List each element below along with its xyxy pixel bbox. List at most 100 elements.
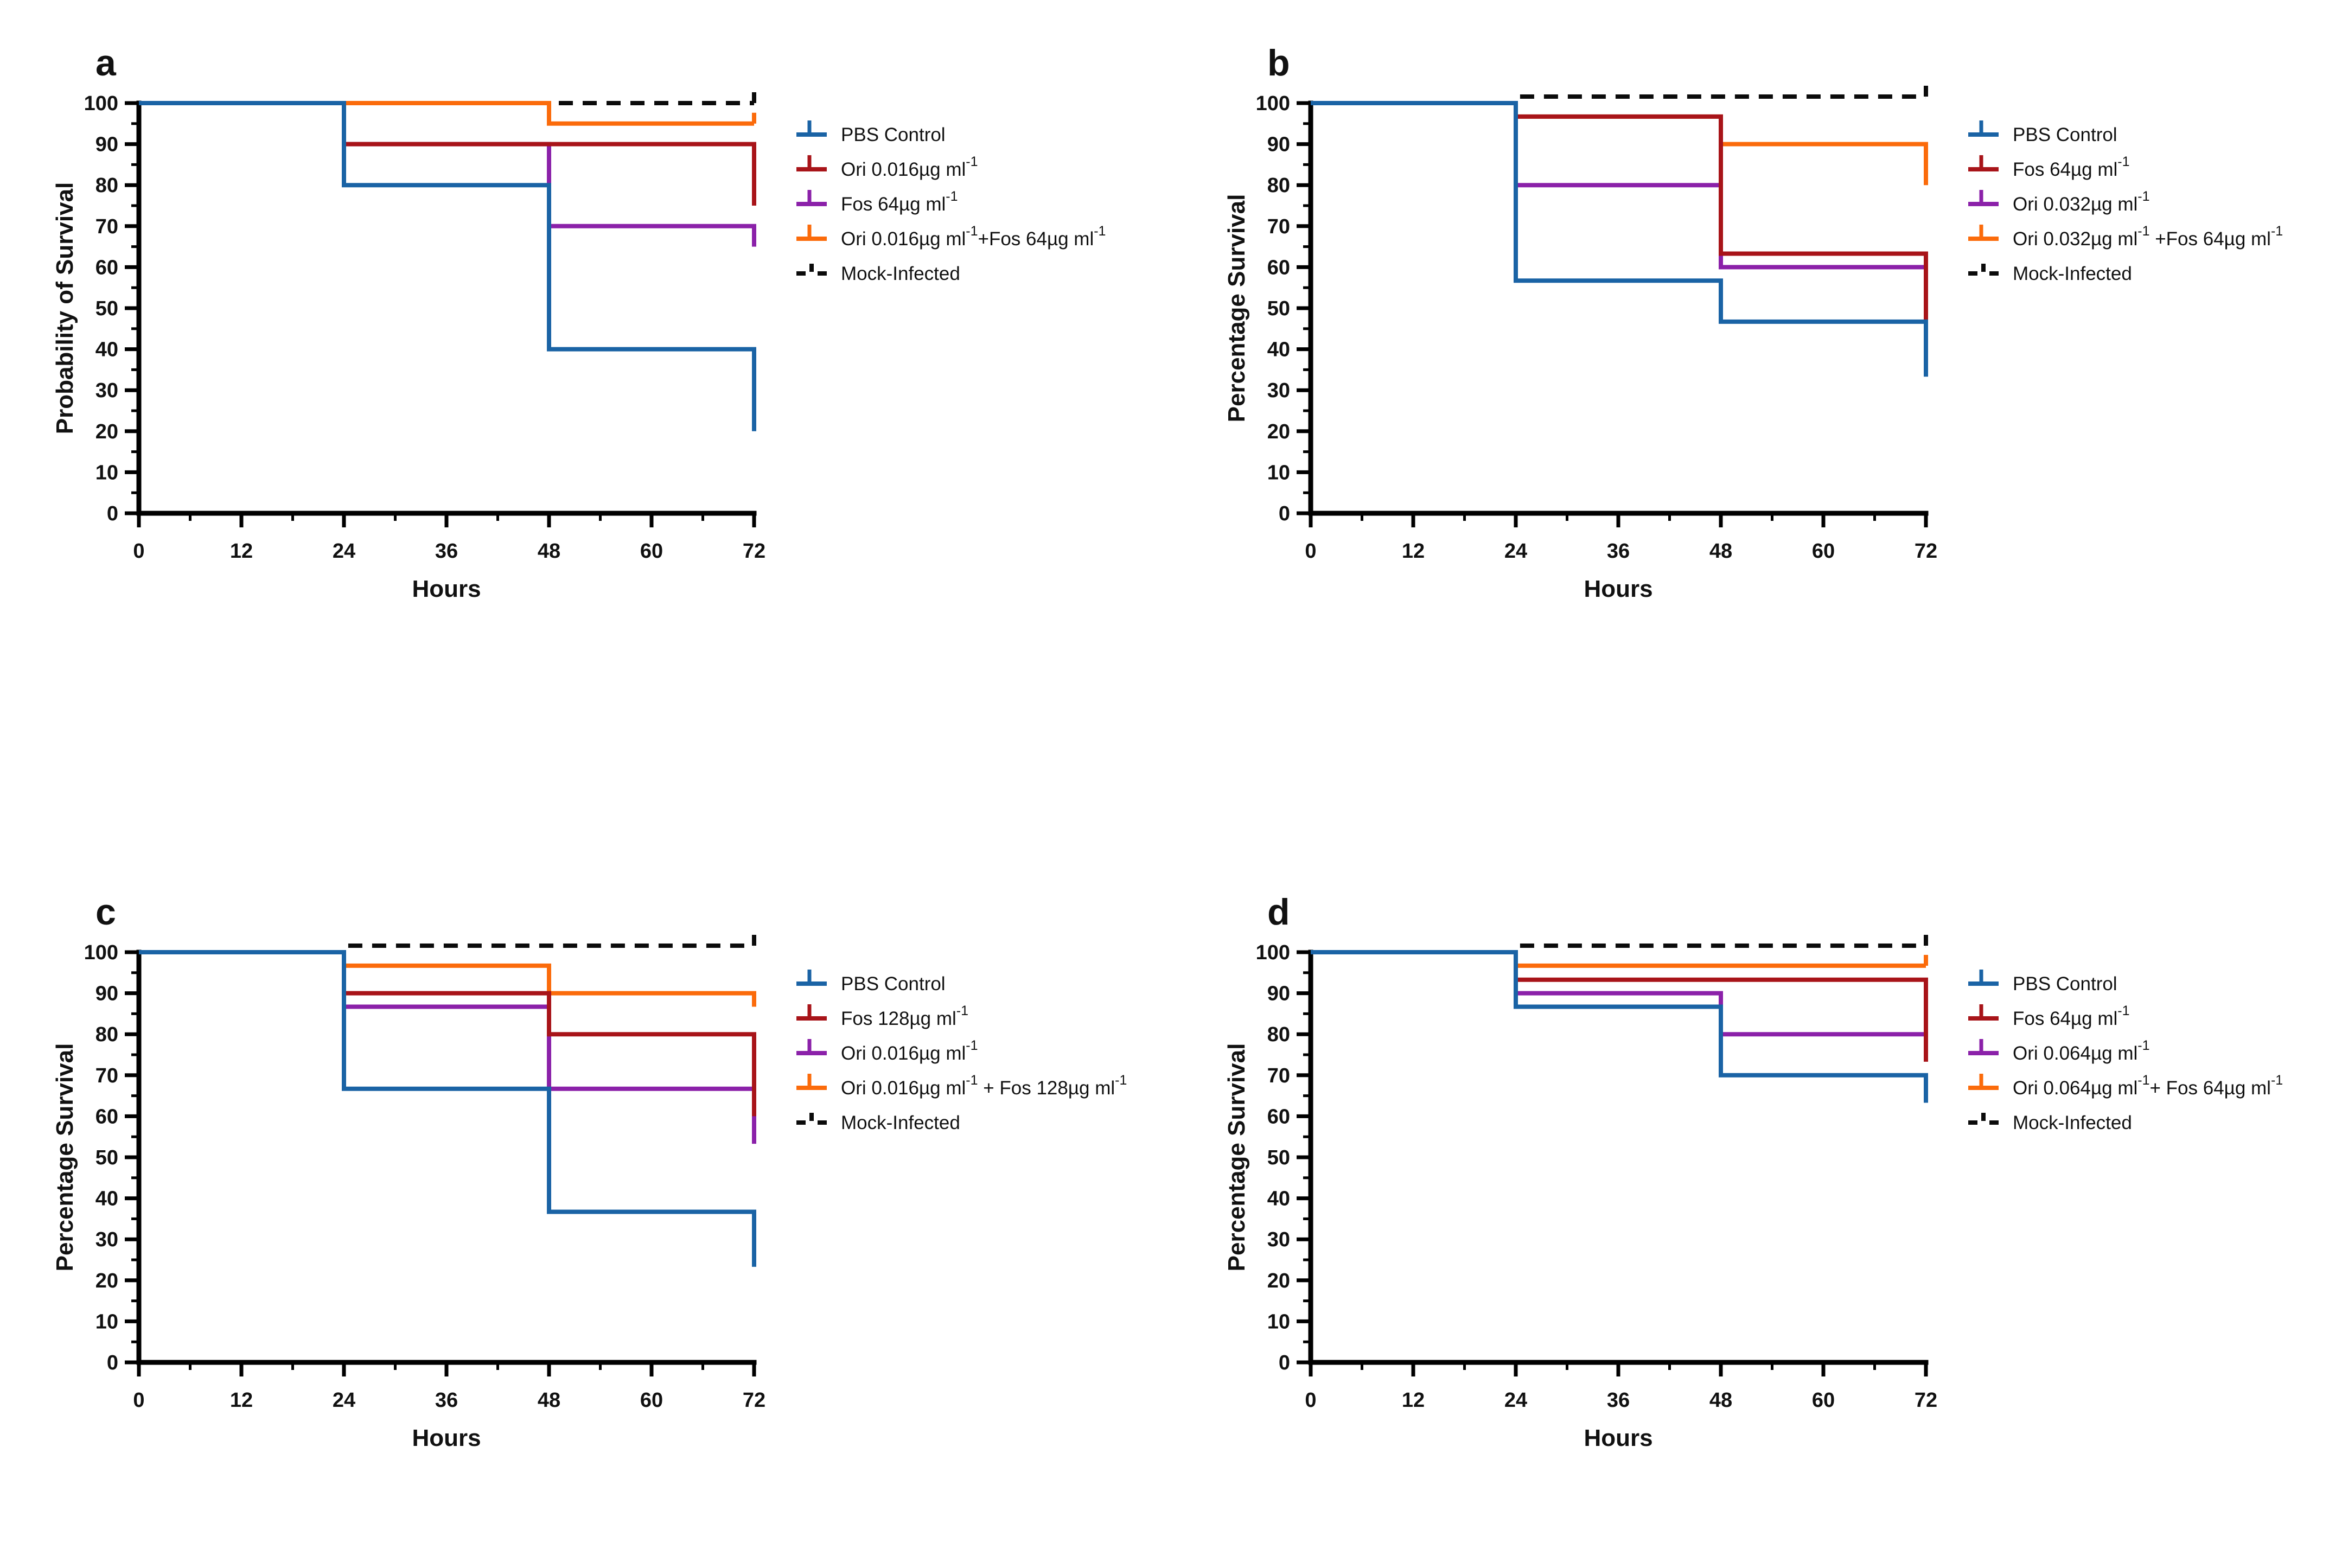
panel-letter: d (1267, 891, 1290, 933)
x-tick-label: 0 (1305, 540, 1316, 563)
y-tick-label: 90 (1267, 133, 1290, 156)
y-tick-label: 60 (1267, 1105, 1290, 1128)
x-tick-label: 12 (230, 540, 253, 563)
y-tick-label: 50 (1267, 297, 1290, 320)
y-tick-label: 30 (95, 1228, 118, 1251)
y-tick-label: 10 (95, 1310, 118, 1333)
legend-entry: Mock-Infected (1968, 263, 2132, 284)
y-tick-label: 10 (1267, 461, 1290, 484)
y-tick-label: 30 (1267, 379, 1290, 402)
legend-label: Ori 0.064µg ml-1 (2013, 1038, 2150, 1064)
x-tick-label: 60 (640, 1389, 663, 1412)
legend-entry: Ori 0.016µg ml-1 (796, 1038, 978, 1064)
legend-entry: Ori 0.016µg ml-1 (796, 154, 978, 180)
y-tick-label: 20 (95, 420, 118, 443)
y-tick-label: 80 (95, 1023, 118, 1046)
x-axis-title: Hours (1584, 576, 1652, 602)
panel-letter: c (95, 891, 116, 933)
legend-label: PBS Control (2013, 124, 2117, 145)
legend-entry: Fos 64µg ml-1 (1968, 1003, 2130, 1029)
x-axis-title: Hours (1584, 1425, 1652, 1451)
x-axis-title: Hours (412, 576, 481, 602)
legend-label: Ori 0.016µg ml-1 (841, 154, 978, 180)
y-tick-label: 80 (1267, 1023, 1290, 1046)
legend-entry: PBS Control (1968, 120, 2117, 145)
legend-entry: Fos 128µg ml-1 (796, 1003, 968, 1029)
legend-entry: PBS Control (796, 970, 946, 995)
legend-entry: Ori 0.016µg ml-1 + Fos 128µg ml-1 (796, 1073, 1127, 1099)
x-tick-label: 24 (1504, 540, 1527, 563)
y-tick-label: 30 (95, 379, 118, 402)
panel-a: a 0 10 20 30 40 50 60 70 80 90 100 0 12 24 36 48 60 72 Hour… (49, 3, 1221, 719)
legend-entry: PBS Control (1968, 970, 2117, 995)
legend-label: Fos 64µg ml-1 (2013, 1003, 2130, 1029)
x-tick-label: 72 (1915, 1389, 1937, 1412)
legend-label: Ori 0.032µg ml-1 (2013, 189, 2150, 215)
series-line-ori-0-016-g-ml-fos-128-g-ml (139, 950, 756, 1007)
survival-chart-b: b 0 10 20 30 40 50 60 70 80 90 100 0 12 24 36 48 60 72 Hour… (1223, 42, 2283, 602)
x-tick-label: 0 (133, 1389, 144, 1412)
series-line-fos-64-g-ml (1311, 101, 1928, 322)
legend-entry: Mock-Infected (1968, 1112, 2132, 1133)
y-tick-label: 60 (95, 1105, 118, 1128)
x-tick-label: 48 (1709, 1389, 1732, 1412)
x-tick-label: 72 (743, 1389, 765, 1412)
legend-label: Ori 0.064µg ml-1+ Fos 64µg ml-1 (2013, 1073, 2283, 1099)
x-tick-label: 48 (538, 540, 560, 563)
y-tick-label: 30 (1267, 1228, 1290, 1251)
legend-entry: Ori 0.064µg ml-1+ Fos 64µg ml-1 (1968, 1073, 2283, 1099)
y-tick-label: 90 (95, 133, 118, 156)
y-tick-label: 0 (107, 1352, 118, 1374)
x-tick-label: 36 (1607, 1389, 1630, 1412)
panel-letter: a (95, 42, 117, 84)
legend-entry: PBS Control (796, 120, 946, 145)
legend-entry: Mock-Infected (796, 1112, 960, 1133)
legend-entry: Fos 64µg ml-1 (1968, 154, 2130, 180)
legend: PBS Control Ori 0.016µg ml-1 Fos 64µg ml-1… (796, 120, 1106, 284)
survival-figure: a 0 10 20 30 40 50 60 70 80 90 100 0 12 24 36 48 60 72 Hour… (49, 3, 2283, 1451)
panel-a-group: a 0 10 20 30 40 50 60 70 80 90 100 0 12 24 36 48 60 72 Hour… (52, 42, 1106, 602)
series (1311, 86, 1928, 377)
survival-chart-d: d 0 10 20 30 40 50 60 70 80 90 100 0 12 24 36 48 60 72 Hour… (1223, 891, 2283, 1451)
x-tick-label: 60 (1812, 1389, 1835, 1412)
series-line-pbs-control (139, 950, 756, 1267)
y-tick-label: 50 (95, 1146, 118, 1169)
legend-label: Mock-Infected (841, 1112, 960, 1133)
series (139, 935, 756, 1267)
panel-b-group: b 0 10 20 30 40 50 60 70 80 90 100 0 12 24 36 48 60 72 Hour… (1223, 42, 2283, 602)
series-line-pbs-control (139, 101, 756, 431)
x-tick-label: 12 (1402, 1389, 1425, 1412)
y-tick-label: 70 (1267, 1065, 1290, 1087)
x-tick-label: 72 (743, 540, 765, 563)
y-tick-label: 80 (1267, 174, 1290, 197)
legend-label: PBS Control (841, 973, 946, 995)
y-tick-label: 90 (95, 983, 118, 1005)
y-tick-label: 90 (1267, 983, 1290, 1005)
axes: 0 10 20 30 40 50 60 70 80 90 100 0 12 24 36 48 60 72 Hours… (1223, 941, 1937, 1451)
y-tick-label: 20 (95, 1270, 118, 1292)
y-tick-label: 100 (84, 941, 118, 964)
series-line-pbs-control (1311, 950, 1928, 1103)
panel-c: c 0 10 20 30 40 50 60 70 80 90 100 0 12 24 36 48 60 72 Hour… (49, 852, 1221, 1451)
legend-label: PBS Control (841, 124, 946, 145)
legend-label: Ori 0.032µg ml-1 +Fos 64µg ml-1 (2013, 224, 2283, 250)
legend: PBS Control Fos 128µg ml-1 Ori 0.016µg ml-… (796, 970, 1127, 1133)
y-tick-label: 100 (1256, 92, 1290, 115)
legend-label: Fos 64µg ml-1 (841, 189, 958, 215)
axes: 0 10 20 30 40 50 60 70 80 90 100 0 12 24 36 48 60 72 Hours… (1223, 92, 1937, 602)
y-tick-label: 40 (1267, 339, 1290, 361)
series-line-ori-0-016-g-ml (139, 101, 756, 206)
x-axis-title: Hours (412, 1425, 481, 1451)
y-tick-label: 20 (1267, 420, 1290, 443)
y-tick-label: 20 (1267, 1270, 1290, 1292)
legend-entry: Ori 0.016µg ml-1+Fos 64µg ml-1 (796, 224, 1106, 250)
x-tick-label: 24 (1504, 1389, 1527, 1412)
y-tick-label: 10 (1267, 1310, 1290, 1333)
x-tick-label: 36 (435, 1389, 458, 1412)
survival-chart-a: a 0 10 20 30 40 50 60 70 80 90 100 0 12 24 36 48 60 72 Hour… (52, 42, 1106, 602)
axes: 0 10 20 30 40 50 60 70 80 90 100 0 12 24 36 48 60 72 Hours… (52, 92, 765, 602)
y-axis-title: Percentage Survival (1223, 1043, 1250, 1272)
y-tick-label: 10 (95, 461, 118, 484)
x-tick-label: 24 (333, 1389, 355, 1412)
x-tick-label: 12 (1402, 540, 1425, 563)
